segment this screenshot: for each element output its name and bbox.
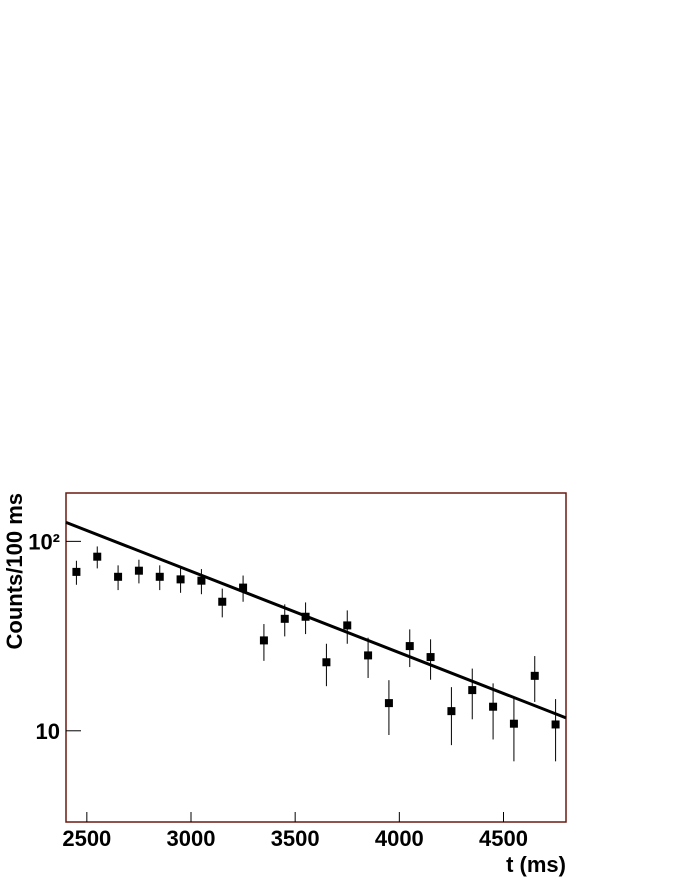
data-point (280, 614, 289, 623)
plot-frame (65, 492, 567, 823)
data-point (509, 719, 518, 728)
x-tick-label: 4000 (375, 826, 424, 851)
data-point (343, 621, 352, 630)
data-point (551, 720, 560, 729)
data-point (384, 699, 393, 708)
data-point (114, 572, 123, 581)
x-tick-label: 4500 (479, 826, 528, 851)
data-point (426, 653, 435, 662)
data-point (72, 567, 81, 576)
data-point (134, 566, 143, 575)
data-point (364, 651, 373, 660)
y-tick-label: 10² (28, 529, 60, 554)
data-point (176, 575, 185, 584)
x-tick-label: 3500 (271, 826, 320, 851)
fit-line (65, 520, 567, 720)
y-tick-label: 10 (36, 719, 60, 744)
data-point (530, 671, 539, 680)
data-point (489, 702, 498, 711)
data-point (218, 597, 227, 606)
data-point (468, 686, 477, 695)
data-point (197, 576, 206, 585)
y-axis-label: Counts/100 ms (2, 493, 27, 650)
data-point (239, 583, 248, 592)
data-point (259, 636, 268, 645)
data-point (447, 707, 456, 716)
data-point (93, 552, 102, 561)
x-axis-label: t (ms) (506, 852, 566, 877)
data-point (322, 658, 331, 667)
data-point (405, 642, 414, 651)
x-tick-label: 3000 (167, 826, 216, 851)
x-tick-label: 2500 (62, 826, 111, 851)
data-point (155, 572, 164, 581)
